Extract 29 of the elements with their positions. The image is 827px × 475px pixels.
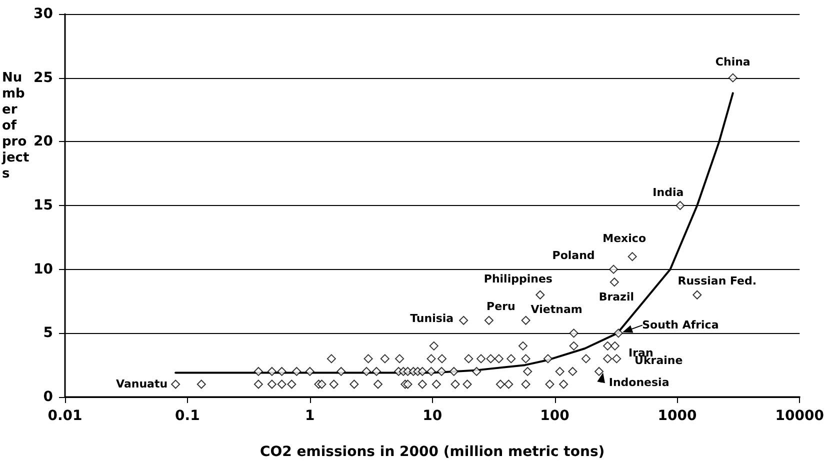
x-tick-label: 0.1 [175, 408, 200, 424]
y-tick-label: 20 [34, 134, 54, 150]
annotation: India [652, 186, 684, 199]
annotation: Indonesia [608, 376, 670, 389]
x-tick-label: 10000 [775, 408, 824, 424]
annotation: Russian Fed. [678, 274, 757, 288]
x-tick-label: 100 [540, 408, 570, 424]
annotation: Vietnam [530, 302, 582, 316]
y-tick-label: 15 [34, 198, 53, 214]
y-tick-label: 5 [43, 325, 53, 342]
annotation: Brazil [598, 290, 634, 304]
x-tick-label: 10 [422, 408, 442, 424]
annotation: Philippines [484, 272, 553, 286]
annotation: Poland [552, 248, 595, 262]
x-tick-label: 1000 [658, 408, 697, 424]
annotation: Vanuatu [116, 378, 168, 391]
annotation: China [715, 55, 750, 68]
annotation: South Africa [642, 318, 719, 332]
x-tick-label: 0.01 [48, 408, 82, 424]
x-axis-title: CO2 emissions in 2000 (million metric tons) [260, 444, 605, 460]
y-axis-title: Number of projects [1, 70, 30, 182]
y-tick-label: 0 [43, 389, 54, 405]
annotation: Tunisia [410, 312, 454, 325]
annotation: Mexico [602, 232, 646, 246]
x-tick-label: 1 [305, 408, 315, 424]
annotation: Peru [486, 300, 516, 313]
y-tick-label: 10 [34, 261, 54, 278]
y-tick-label: 25 [34, 70, 53, 86]
y-tick-label: 30 [34, 6, 54, 22]
